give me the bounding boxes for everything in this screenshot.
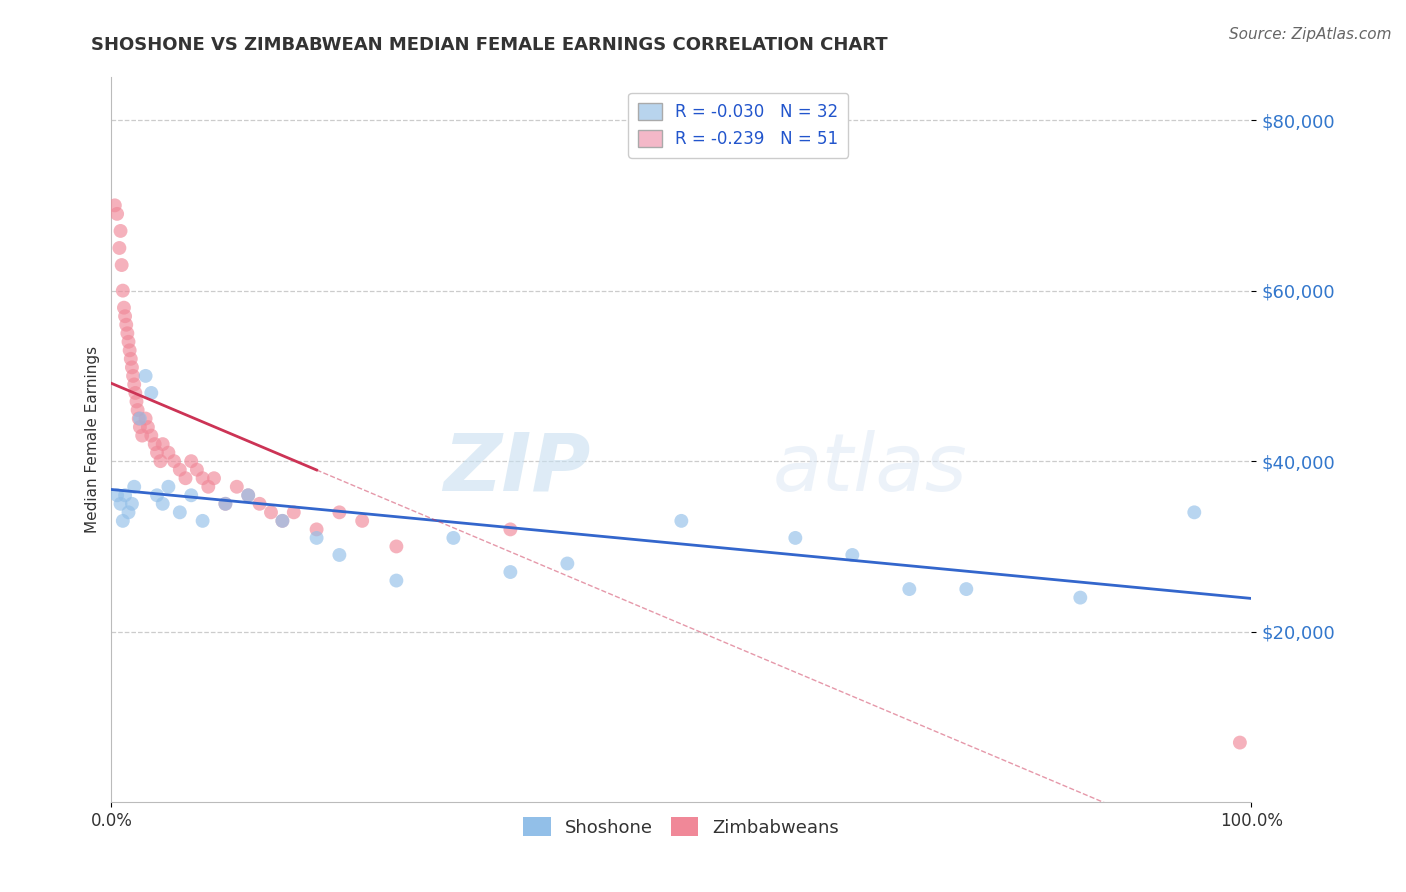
Point: [118, 343, 141, 358]
Point: [180, 488, 202, 502]
Point: [1182, 505, 1205, 519]
Point: [1069, 591, 1091, 605]
Point: [955, 582, 977, 596]
Point: [186, 463, 208, 477]
Point: [111, 514, 134, 528]
Point: [122, 480, 145, 494]
Point: [271, 514, 294, 528]
Point: [352, 514, 374, 528]
Point: [117, 326, 139, 341]
Point: [152, 437, 174, 451]
Point: [157, 445, 180, 459]
Point: [129, 411, 152, 425]
Point: [305, 522, 328, 536]
Point: [114, 309, 136, 323]
Point: [105, 488, 128, 502]
Point: [197, 480, 219, 494]
Point: [441, 531, 464, 545]
Point: [499, 522, 522, 536]
Legend: Shoshone, Zimbabweans: Shoshone, Zimbabweans: [516, 810, 846, 844]
Point: [135, 411, 157, 425]
Point: [115, 318, 138, 332]
Point: [202, 471, 225, 485]
Point: [136, 420, 159, 434]
Text: atlas: atlas: [772, 430, 967, 508]
Point: [238, 488, 260, 502]
Point: [111, 258, 134, 272]
Text: ZIP: ZIP: [443, 430, 591, 508]
Point: [260, 505, 283, 519]
Point: [135, 368, 157, 383]
Point: [114, 488, 136, 502]
Point: [180, 454, 202, 468]
Point: [129, 420, 152, 434]
Point: [238, 488, 260, 502]
Point: [105, 207, 128, 221]
Point: [214, 497, 236, 511]
Point: [157, 480, 180, 494]
Point: [122, 377, 145, 392]
Point: [122, 368, 145, 383]
Point: [110, 224, 132, 238]
Point: [149, 454, 172, 468]
Point: [121, 497, 143, 511]
Text: Source: ZipAtlas.com: Source: ZipAtlas.com: [1229, 27, 1392, 42]
Point: [143, 437, 166, 451]
Point: [146, 488, 169, 502]
Point: [1229, 735, 1251, 749]
Point: [110, 497, 132, 511]
Point: [163, 454, 186, 468]
Y-axis label: Median Female Earnings: Median Female Earnings: [86, 346, 100, 533]
Point: [128, 411, 150, 425]
Point: [225, 480, 247, 494]
Point: [898, 582, 921, 596]
Point: [141, 386, 163, 401]
Point: [117, 334, 139, 349]
Point: [499, 565, 522, 579]
Point: [124, 386, 146, 401]
Point: [328, 505, 350, 519]
Point: [104, 198, 127, 212]
Point: [174, 471, 197, 485]
Point: [305, 531, 328, 545]
Point: [385, 540, 408, 554]
Point: [271, 514, 294, 528]
Point: [117, 505, 139, 519]
Point: [131, 428, 153, 442]
Point: [108, 241, 131, 255]
Point: [125, 394, 148, 409]
Point: [785, 531, 807, 545]
Point: [169, 505, 191, 519]
Point: [191, 514, 214, 528]
Point: [127, 403, 149, 417]
Point: [146, 445, 169, 459]
Point: [169, 463, 191, 477]
Point: [214, 497, 236, 511]
Text: SHOSHONE VS ZIMBABWEAN MEDIAN FEMALE EARNINGS CORRELATION CHART: SHOSHONE VS ZIMBABWEAN MEDIAN FEMALE EAR…: [91, 36, 889, 54]
Point: [191, 471, 214, 485]
Point: [841, 548, 863, 562]
Point: [111, 284, 134, 298]
Point: [283, 505, 305, 519]
Point: [112, 301, 135, 315]
Point: [152, 497, 174, 511]
Point: [121, 360, 143, 375]
Point: [141, 428, 163, 442]
Point: [671, 514, 693, 528]
Point: [385, 574, 408, 588]
Point: [249, 497, 271, 511]
Point: [328, 548, 350, 562]
Point: [557, 557, 579, 571]
Point: [120, 351, 142, 366]
